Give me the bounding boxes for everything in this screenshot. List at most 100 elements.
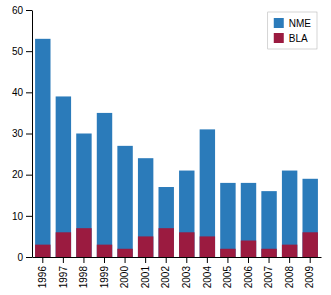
bars <box>35 39 318 257</box>
tick-mark <box>207 257 208 263</box>
tick-mark <box>269 257 270 263</box>
bar <box>117 249 132 257</box>
tick-mark <box>26 175 32 176</box>
tick-mark <box>104 257 105 263</box>
bar <box>261 191 276 257</box>
bar <box>200 236 215 257</box>
bar <box>282 171 297 257</box>
x-tick: 2000 <box>119 257 130 288</box>
x-tick-label: 2007 <box>263 266 274 289</box>
bar <box>241 183 256 257</box>
x-tick: 2006 <box>243 257 254 288</box>
x-tick-label: 2004 <box>202 266 213 289</box>
bar <box>302 232 317 257</box>
bar <box>76 228 91 257</box>
y-tick: 50 <box>12 46 32 57</box>
x-tick-label: 2002 <box>160 266 171 289</box>
x-tick-label: 2001 <box>140 266 151 289</box>
bar <box>56 232 71 257</box>
bar <box>138 158 153 257</box>
chart-container: 1996199719981999200020012002200320042005… <box>0 0 331 295</box>
bar <box>220 249 235 257</box>
bar <box>179 232 194 257</box>
y-tick: 30 <box>12 128 32 139</box>
x-tick-label: 2005 <box>222 266 233 289</box>
x-tick: 2004 <box>202 257 213 288</box>
y-tick-label: 10 <box>12 211 24 222</box>
y-axis: 0 10 20 30 40 50 60 <box>12 5 33 263</box>
y-tick-label: 0 <box>17 252 23 263</box>
x-tick-label: 2006 <box>243 266 254 289</box>
tick-mark <box>26 10 32 11</box>
axis-domain <box>33 257 322 258</box>
x-tick-label: 1999 <box>99 266 110 289</box>
bar <box>302 179 317 257</box>
x-tick: 2003 <box>181 257 192 288</box>
tick-mark <box>289 257 290 263</box>
x-tick: 1999 <box>99 257 110 288</box>
legend-label: BLA <box>289 33 308 44</box>
bar <box>159 187 174 257</box>
x-tick: 1998 <box>78 257 89 288</box>
y-tick-label: 60 <box>12 5 24 16</box>
x-tick-label: 1996 <box>37 266 48 289</box>
tick-mark <box>145 257 146 263</box>
legend-item: BLA <box>274 33 308 44</box>
x-tick-label: 1997 <box>58 266 69 289</box>
tick-mark <box>248 257 249 263</box>
legend-label: NME <box>289 18 312 29</box>
tick-mark <box>26 257 32 258</box>
x-tick-label: 2008 <box>284 266 295 289</box>
axis-domain <box>32 11 33 258</box>
tick-mark <box>26 134 32 135</box>
bar <box>35 245 50 257</box>
bar <box>282 245 297 257</box>
legend-swatch <box>274 33 284 43</box>
x-tick: 2008 <box>284 257 295 288</box>
bar <box>35 39 50 257</box>
tick-mark <box>26 51 32 52</box>
series <box>35 39 318 257</box>
bar <box>159 228 174 257</box>
tick-mark <box>310 257 311 263</box>
bar <box>117 146 132 257</box>
tick-mark <box>227 257 228 263</box>
x-tick: 2007 <box>263 257 274 288</box>
bar <box>56 96 71 257</box>
y-tick: 0 <box>17 252 32 263</box>
tick-mark <box>166 257 167 263</box>
tick-mark <box>26 216 32 217</box>
y-tick: 20 <box>12 169 32 180</box>
tick-mark <box>42 257 43 263</box>
series <box>35 228 318 257</box>
legend-box <box>268 12 317 49</box>
bar <box>76 134 91 258</box>
bar <box>179 171 194 257</box>
y-tick: 60 <box>12 5 32 16</box>
tick-mark <box>26 92 32 93</box>
x-tick-label: 2009 <box>304 266 315 289</box>
x-tick-label: 1998 <box>78 266 89 289</box>
x-tick-label: 2003 <box>181 266 192 289</box>
y-tick-label: 40 <box>12 87 24 98</box>
tick-mark <box>83 257 84 263</box>
y-tick: 40 <box>12 87 32 98</box>
x-tick: 1997 <box>58 257 69 288</box>
bar <box>138 236 153 257</box>
legend-swatch <box>274 18 284 28</box>
bar <box>97 245 112 257</box>
plot: 1996199719981999200020012002200320042005… <box>12 5 322 289</box>
x-tick: 2005 <box>222 257 233 288</box>
bar <box>241 241 256 257</box>
y-tick: 10 <box>12 211 32 222</box>
x-axis: 1996 1997 1998 1999 2000 2001 2002 2003 2004 2005… <box>33 257 322 288</box>
y-tick-label: 30 <box>12 128 24 139</box>
tick-mark <box>186 257 187 263</box>
y-tick-label: 50 <box>12 46 24 57</box>
x-tick: 2009 <box>304 257 315 288</box>
legend-item: NME <box>274 18 312 29</box>
legend: NME BLA <box>268 12 317 49</box>
x-tick: 1996 <box>37 257 48 288</box>
x-tick: 2001 <box>140 257 151 288</box>
x-tick-label: 2000 <box>119 266 130 289</box>
